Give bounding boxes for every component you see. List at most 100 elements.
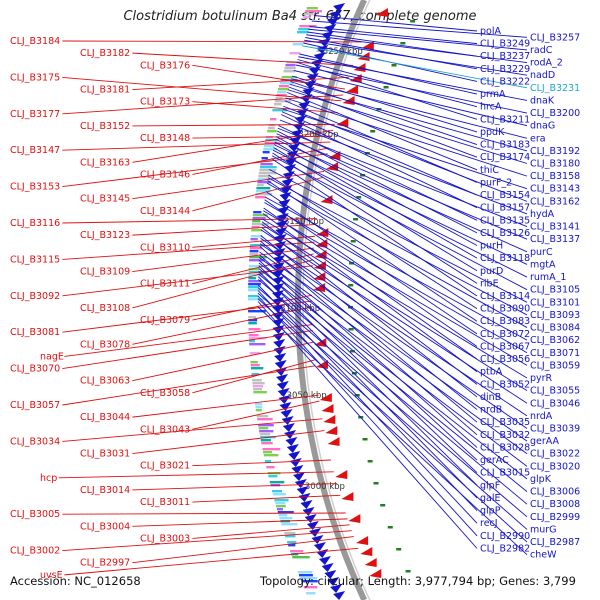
feature-track-band xyxy=(298,28,310,31)
gc-marker xyxy=(387,526,393,529)
gc-marker xyxy=(362,438,368,441)
reverse-gene-label: cheW xyxy=(530,550,557,561)
reverse-leader-line xyxy=(257,290,478,524)
feature-track-band xyxy=(248,295,259,298)
reverse-leader-line xyxy=(274,144,528,265)
reverse-gene-arrow xyxy=(313,52,326,61)
feature-track-band xyxy=(250,364,260,367)
reverse-leader-line xyxy=(309,26,478,45)
reverse-gene-label: thiC xyxy=(480,165,499,176)
reverse-gene-label: era xyxy=(530,133,546,144)
feature-track-band xyxy=(257,418,273,421)
reverse-leader-line xyxy=(275,138,528,253)
reverse-gene-arrow xyxy=(272,325,285,334)
gc-marker xyxy=(348,328,354,331)
forward-leader-line xyxy=(192,400,320,430)
reverse-gene-label: CLJ_B3105 xyxy=(530,285,580,296)
feature-track-band xyxy=(259,166,277,169)
reverse-gene-arrow xyxy=(327,577,340,586)
feature-track-band xyxy=(248,319,258,322)
reverse-leader-line xyxy=(258,276,478,499)
forward-gene-label: CLJ_B3011 xyxy=(140,497,190,508)
reverse-gene-label: CLJ_B3118 xyxy=(480,253,530,264)
gc-marker xyxy=(351,372,357,375)
forward-leader-line xyxy=(62,300,313,333)
forward-gene-label: CLJ_B3078 xyxy=(80,339,130,350)
forward-gene-label: CLJ_B3148 xyxy=(140,133,190,144)
reverse-gene-label: CLJ_B3083 xyxy=(480,316,530,327)
reverse-gene-label: CLJ_B3157 xyxy=(480,203,530,214)
ruler-label: 3050 kbp xyxy=(287,391,327,401)
reverse-leader-line xyxy=(287,89,528,164)
feature-track-band xyxy=(278,85,289,88)
topology-text: Topology: circular; Length: 3,977,794 bp… xyxy=(260,574,576,588)
reverse-gene-arrow xyxy=(296,486,309,495)
feature-track-band xyxy=(250,361,258,364)
reverse-gene-label: CLJ_B3143 xyxy=(530,184,580,195)
reverse-gene-arrow xyxy=(272,332,285,341)
reverse-leader-line xyxy=(263,210,528,366)
forward-gene-arrow xyxy=(364,558,377,567)
forward-gene-label: CLJ_B3057 xyxy=(10,400,60,411)
reverse-leader-line xyxy=(277,127,528,228)
feature-track-band xyxy=(264,142,280,145)
reverse-gene-label: CLJ_B3067 xyxy=(480,341,530,352)
feature-track-band xyxy=(259,433,271,436)
forward-gene-arrow xyxy=(360,547,373,556)
feature-track-band xyxy=(248,283,261,286)
reverse-leader-line xyxy=(262,218,528,379)
forward-gene-label: uvsE xyxy=(40,570,63,581)
reverse-leader-line xyxy=(273,147,478,272)
reverse-gene-arrow xyxy=(272,283,285,292)
feature-track-band xyxy=(251,223,269,226)
feature-track-band xyxy=(252,385,264,388)
reverse-gene-label: CLJ_B2999 xyxy=(530,512,580,523)
forward-leader-line xyxy=(62,530,352,552)
feature-track-band xyxy=(304,13,314,16)
gc-marker xyxy=(380,504,386,507)
feature-track-band xyxy=(277,511,294,514)
reverse-gene-label: gerAC xyxy=(480,455,509,466)
forward-gene-label: CLJ_B3005 xyxy=(10,509,60,520)
feature-track-band xyxy=(252,382,265,385)
feature-track-band xyxy=(277,91,287,94)
reverse-gene-arrow xyxy=(285,437,298,446)
reverse-gene-arrow xyxy=(272,276,285,285)
reverse-leader-line xyxy=(269,169,528,303)
forward-gene-arrow xyxy=(369,569,382,578)
reverse-gene-label: CLJ_B3162 xyxy=(530,196,580,207)
forward-leader-line xyxy=(62,218,317,224)
feature-track-band xyxy=(290,550,304,553)
reverse-leader-line xyxy=(284,100,478,183)
reverse-gene-label: CLJ_B3135 xyxy=(480,215,530,226)
reverse-gene-arrow xyxy=(333,3,346,12)
feature-track-band xyxy=(255,193,273,196)
reverse-leader-line xyxy=(281,114,478,209)
forward-gene-label: CLJ_B3004 xyxy=(80,521,130,532)
reverse-gene-label: CLJ_B3231 xyxy=(530,83,580,94)
gc-marker xyxy=(396,548,402,551)
reverse-gene-label: CLJ_B3154 xyxy=(480,190,530,201)
feature-track-band xyxy=(252,217,266,220)
reverse-gene-arrow xyxy=(288,451,301,460)
reverse-gene-arrow xyxy=(318,556,331,565)
reverse-gene-arrow xyxy=(272,262,285,271)
accession-text: Accession: NC_012658 xyxy=(10,574,141,588)
forward-gene-label: CLJ_B3003 xyxy=(140,533,190,544)
feature-track-band xyxy=(257,178,275,181)
reverse-gene-label: CLJ_B2987 xyxy=(530,537,580,548)
feature-track-band xyxy=(278,514,288,517)
reverse-gene-arrow xyxy=(330,10,343,19)
reverse-gene-label: polA xyxy=(480,26,501,37)
reverse-gene-labels: polA CLJ_B3257CLJ_B3249radCCLJ_B3237rodA_… xyxy=(480,26,580,561)
reverse-leader-line xyxy=(307,31,478,57)
gc-marker xyxy=(349,262,355,265)
reverse-gene-label: CLJ_B3180 xyxy=(530,159,580,170)
forward-leader-line xyxy=(64,324,313,357)
reverse-leader-line xyxy=(276,133,528,240)
feature-track-band xyxy=(248,322,257,325)
forward-leader-line xyxy=(62,153,328,188)
feature-track-band xyxy=(274,499,289,502)
feature-track-band xyxy=(255,190,272,193)
